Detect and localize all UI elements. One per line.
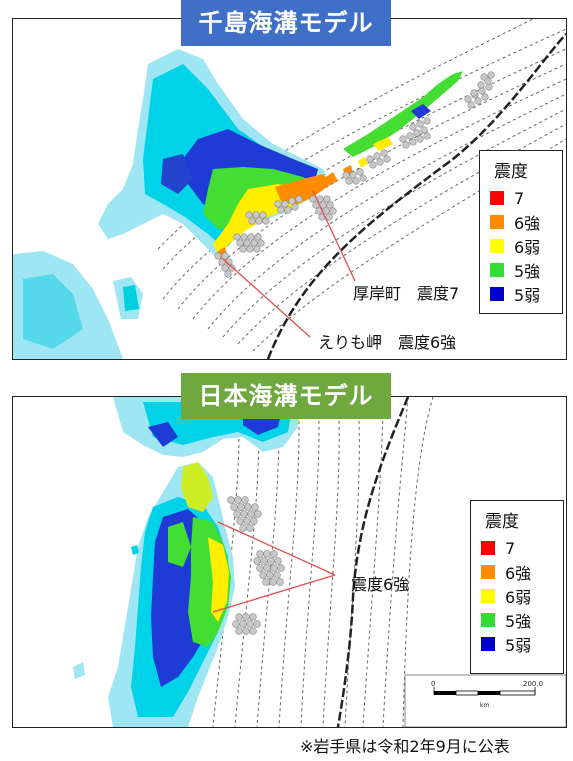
legend-swatch	[481, 637, 495, 651]
legend-swatch	[490, 263, 504, 277]
erimo-intensity-label: えりも岬 震度6強	[318, 333, 457, 352]
legend-title: 震度	[494, 162, 528, 182]
legend-label: 6強	[514, 214, 541, 233]
kuril-trench-map-panel	[12, 18, 567, 360]
kuril-trench-map	[13, 19, 566, 359]
legend-item-5-weak: 5弱	[481, 632, 553, 656]
bottom-panel-title: 日本海溝モデル	[181, 373, 391, 419]
japan-trench-map: 0 200.0 km	[73, 397, 566, 727]
legend-label: 5強	[514, 262, 541, 281]
legend-item-5-weak: 5弱	[490, 282, 552, 306]
legend-label: 6弱	[505, 588, 532, 607]
legend-swatch	[481, 589, 495, 603]
scale-bar	[404, 674, 566, 727]
bottom-intensity-legend: 震度 7 6強 6弱 5強 5弱	[470, 500, 564, 674]
legend-swatch	[490, 287, 504, 301]
legend-swatch	[490, 239, 504, 253]
erimo-leader-line	[222, 258, 311, 338]
atsukeshi-intensity-label: 厚岸町 震度7	[353, 284, 460, 303]
legend-item-7: 7	[490, 186, 552, 210]
legend-item-6-strong: 6強	[481, 560, 553, 584]
legend-item-6-strong: 6強	[490, 210, 552, 234]
top-panel-title: 千島海溝モデル	[181, 0, 391, 46]
legend-swatch	[481, 565, 495, 579]
legend-swatch	[481, 613, 495, 627]
legend-title: 震度	[485, 512, 519, 532]
leader-line-south	[212, 574, 336, 613]
legend-label: 6弱	[514, 238, 541, 257]
legend-item-7: 7	[481, 536, 553, 560]
scale-start-label: 0	[431, 680, 435, 688]
legend-label: 5弱	[514, 286, 541, 305]
legend-item-5-strong: 5強	[481, 608, 553, 632]
legend-label: 7	[505, 538, 516, 558]
legend-swatch	[481, 541, 495, 555]
legend-label: 5強	[505, 612, 532, 631]
atsukeshi-leader-line	[312, 190, 356, 282]
legend-swatch	[490, 215, 504, 229]
legend-label: 7	[514, 188, 525, 208]
legend-item-6-weak: 6弱	[481, 584, 553, 608]
isolines	[212, 397, 434, 727]
legend-swatch	[490, 191, 504, 205]
scale-end-label: 200.0	[523, 680, 543, 688]
bottom-intensity-label: 震度6強	[351, 575, 410, 594]
scale-unit-label: km	[480, 702, 489, 709]
kuril-islands	[343, 71, 463, 157]
footnote: ※岩手県は令和2年9月に公表	[300, 737, 510, 756]
legend-item-6-weak: 6弱	[490, 234, 552, 258]
legend-label: 5弱	[505, 636, 532, 655]
leader-line-north	[217, 521, 336, 576]
legend-item-5-strong: 5強	[490, 258, 552, 282]
fault-segments	[227, 496, 285, 635]
kuril-trench-line	[266, 33, 566, 359]
top-intensity-legend: 震度 7 6強 6弱 5強 5弱	[479, 150, 563, 314]
japan-trench-line	[336, 397, 410, 727]
legend-label: 6強	[505, 564, 532, 583]
